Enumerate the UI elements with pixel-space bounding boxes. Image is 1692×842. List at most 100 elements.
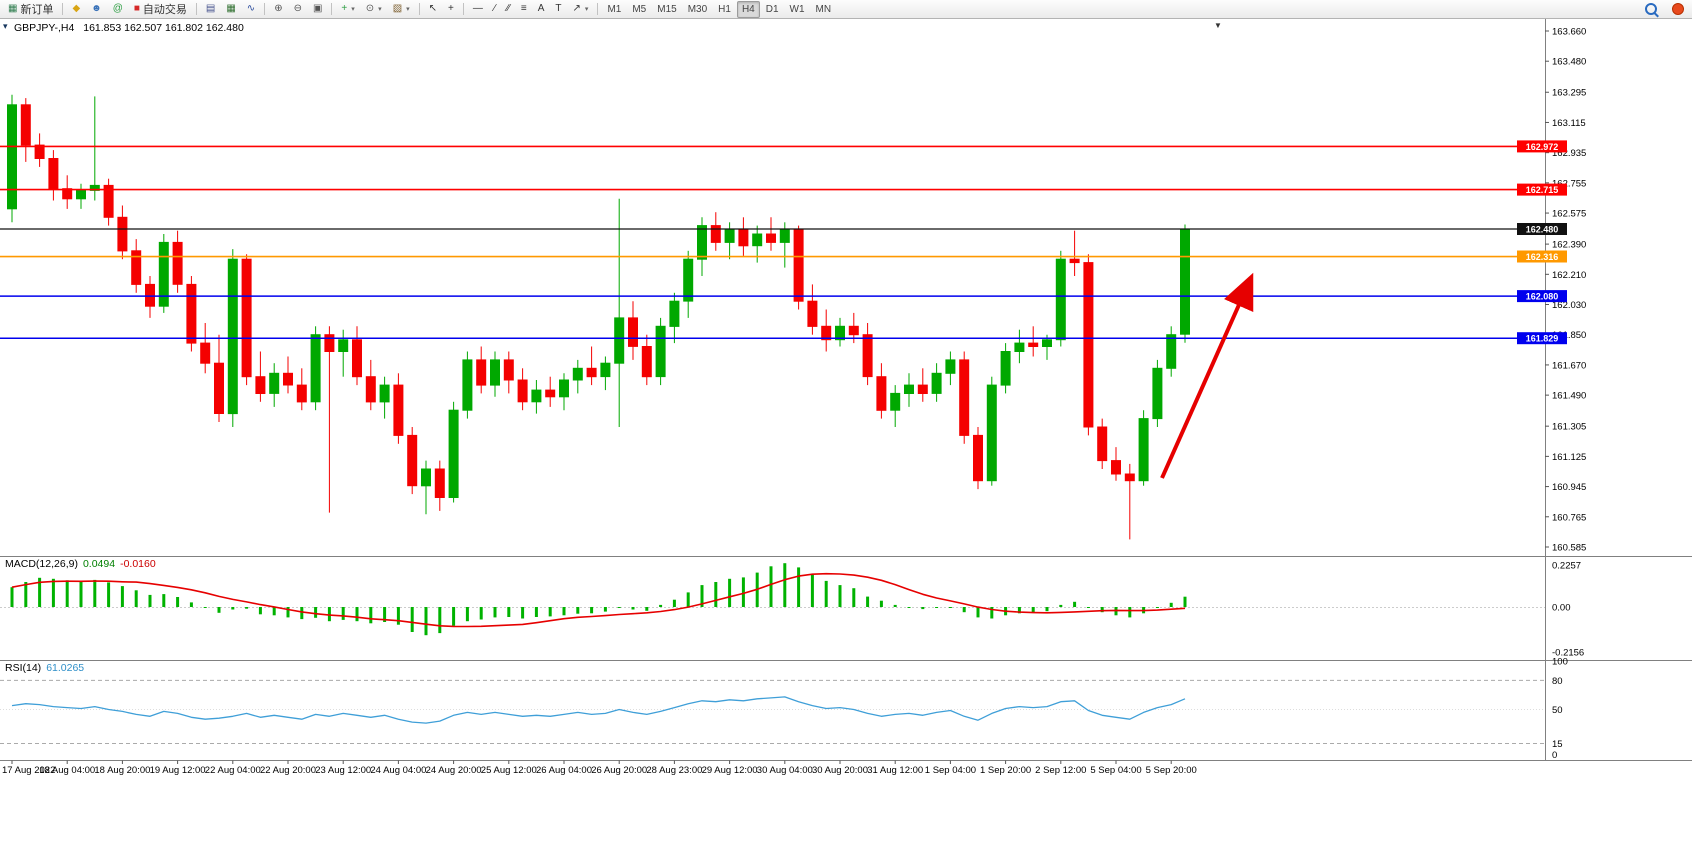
trendline-button[interactable]: ∕: [489, 1, 501, 18]
macd-bar: [797, 567, 801, 607]
crosshair-button[interactable]: +: [443, 1, 459, 18]
zoom-in-button[interactable]: ⊕: [269, 1, 287, 18]
timeframe-w1-button[interactable]: W1: [789, 3, 805, 15]
dropdown-caret-icon: ▾: [406, 6, 410, 13]
candle: [462, 359, 473, 411]
notification-button[interactable]: [1667, 1, 1689, 18]
candle: [503, 359, 514, 381]
macd-bar: [465, 607, 469, 622]
zoom-out-button[interactable]: ⊖: [289, 1, 307, 18]
macd-bar: [134, 590, 138, 607]
rsi-panel[interactable]: [0, 661, 1545, 760]
toolbar-separator: [331, 3, 333, 15]
candle: [490, 359, 500, 386]
text-icon: A: [537, 3, 545, 14]
candle: [434, 468, 445, 498]
timeframe-d1-button[interactable]: D1: [765, 3, 779, 15]
macd-bar: [438, 607, 442, 634]
bar-chart-button[interactable]: ▤: [201, 1, 220, 18]
time-label: 26 Aug 20:00: [591, 765, 647, 776]
timeframe-h4-button[interactable]: H4: [736, 0, 760, 18]
macd-bar: [728, 578, 732, 607]
macd-bar: [1183, 596, 1187, 607]
timeframe-h1-button[interactable]: H1: [718, 3, 731, 15]
macd-bar: [327, 607, 331, 622]
candlestick-chart-button[interactable]: ▦: [221, 1, 240, 18]
market-button[interactable]: @: [108, 1, 128, 18]
fibonacci-button[interactable]: ≡: [516, 1, 532, 18]
macd-bar: [176, 597, 180, 607]
indicators-button[interactable]: + ▾: [336, 1, 359, 18]
timeframe-mn-button[interactable]: MN: [815, 3, 832, 15]
macd-bar: [948, 607, 952, 608]
macd-bar: [769, 566, 773, 607]
timeframe-m5-button[interactable]: M5: [632, 3, 647, 15]
text-button[interactable]: A: [533, 1, 550, 18]
line-chart-button[interactable]: ∿: [242, 1, 260, 18]
time-label: 31 Aug 12:00: [867, 765, 923, 776]
search-button[interactable]: [1640, 1, 1666, 18]
price-label: 160.585: [1552, 543, 1586, 554]
community-button[interactable]: ☻: [86, 1, 107, 18]
timeframe-m15-button[interactable]: M15: [657, 3, 677, 15]
toolbar-separator: [597, 3, 599, 15]
new-order-button[interactable]: ▦ 新订单: [3, 1, 58, 18]
rsi-scale-label: 0: [1552, 750, 1557, 761]
trend-arrow-annotation[interactable]: [1160, 272, 1254, 479]
macd-signal-line: [11, 572, 1186, 628]
timeframe-m30-button[interactable]: M30: [687, 3, 708, 15]
macd-bar: [148, 594, 152, 607]
timeframe-m1-button[interactable]: M1: [607, 3, 622, 15]
macd-bar: [603, 607, 607, 612]
candle: [973, 434, 983, 482]
candle: [766, 233, 776, 243]
macd-bar: [314, 607, 318, 618]
candle: [296, 384, 307, 403]
notification-icon: [1672, 3, 1684, 15]
chart-collapse-icon[interactable]: ▾: [3, 21, 8, 31]
macd-bar: [1045, 607, 1049, 612]
price-label: 161.850: [1552, 330, 1586, 341]
candle: [876, 376, 887, 411]
rsi-scale-label: 80: [1552, 676, 1563, 687]
price-label: 163.295: [1552, 88, 1586, 99]
label-button[interactable]: T: [550, 1, 566, 18]
horizontal-line-button[interactable]: —: [468, 1, 488, 18]
zoom-in-icon: ⊕: [274, 3, 283, 14]
label-icon: T: [555, 3, 562, 14]
candle: [600, 362, 611, 378]
candle: [62, 188, 73, 200]
horizontal-line-icon: —: [472, 3, 483, 14]
macd-bar: [217, 607, 221, 613]
market-icon: @: [112, 3, 123, 14]
candle: [531, 389, 542, 403]
macd-bar: [300, 607, 304, 620]
macd-bar: [1017, 607, 1021, 614]
arrows-button[interactable]: ↗ ▾: [568, 1, 594, 18]
candle: [1097, 426, 1108, 462]
candle: [614, 317, 625, 364]
clock-icon: ⊙: [365, 3, 375, 14]
candle: [172, 241, 183, 285]
candle: [517, 379, 528, 403]
macd-bar: [866, 596, 870, 607]
tile-windows-button[interactable]: ▣: [308, 1, 327, 18]
time-label: 29 Aug 12:00: [702, 765, 758, 776]
autotrading-button[interactable]: ■ 自动交易: [129, 1, 192, 18]
candle: [241, 258, 252, 378]
chart-shift-marker[interactable]: ▼: [1214, 21, 1222, 30]
time-label: 28 Aug 23:00: [646, 765, 702, 776]
metaeditor-icon: ◆: [72, 3, 81, 14]
macd-bar: [1169, 602, 1173, 607]
templates-button[interactable]: ▧ ▾: [388, 1, 415, 18]
periods-button[interactable]: ⊙ ▾: [361, 1, 387, 18]
candle: [1111, 460, 1121, 475]
cursor-button[interactable]: ↖: [424, 1, 442, 18]
metaeditor-button[interactable]: ◆: [67, 1, 85, 18]
channel-button[interactable]: ∕∕: [502, 1, 515, 18]
community-icon: ☻: [91, 3, 102, 14]
macd-bar: [521, 607, 525, 619]
candle: [862, 334, 873, 378]
macd-bar: [976, 607, 980, 618]
